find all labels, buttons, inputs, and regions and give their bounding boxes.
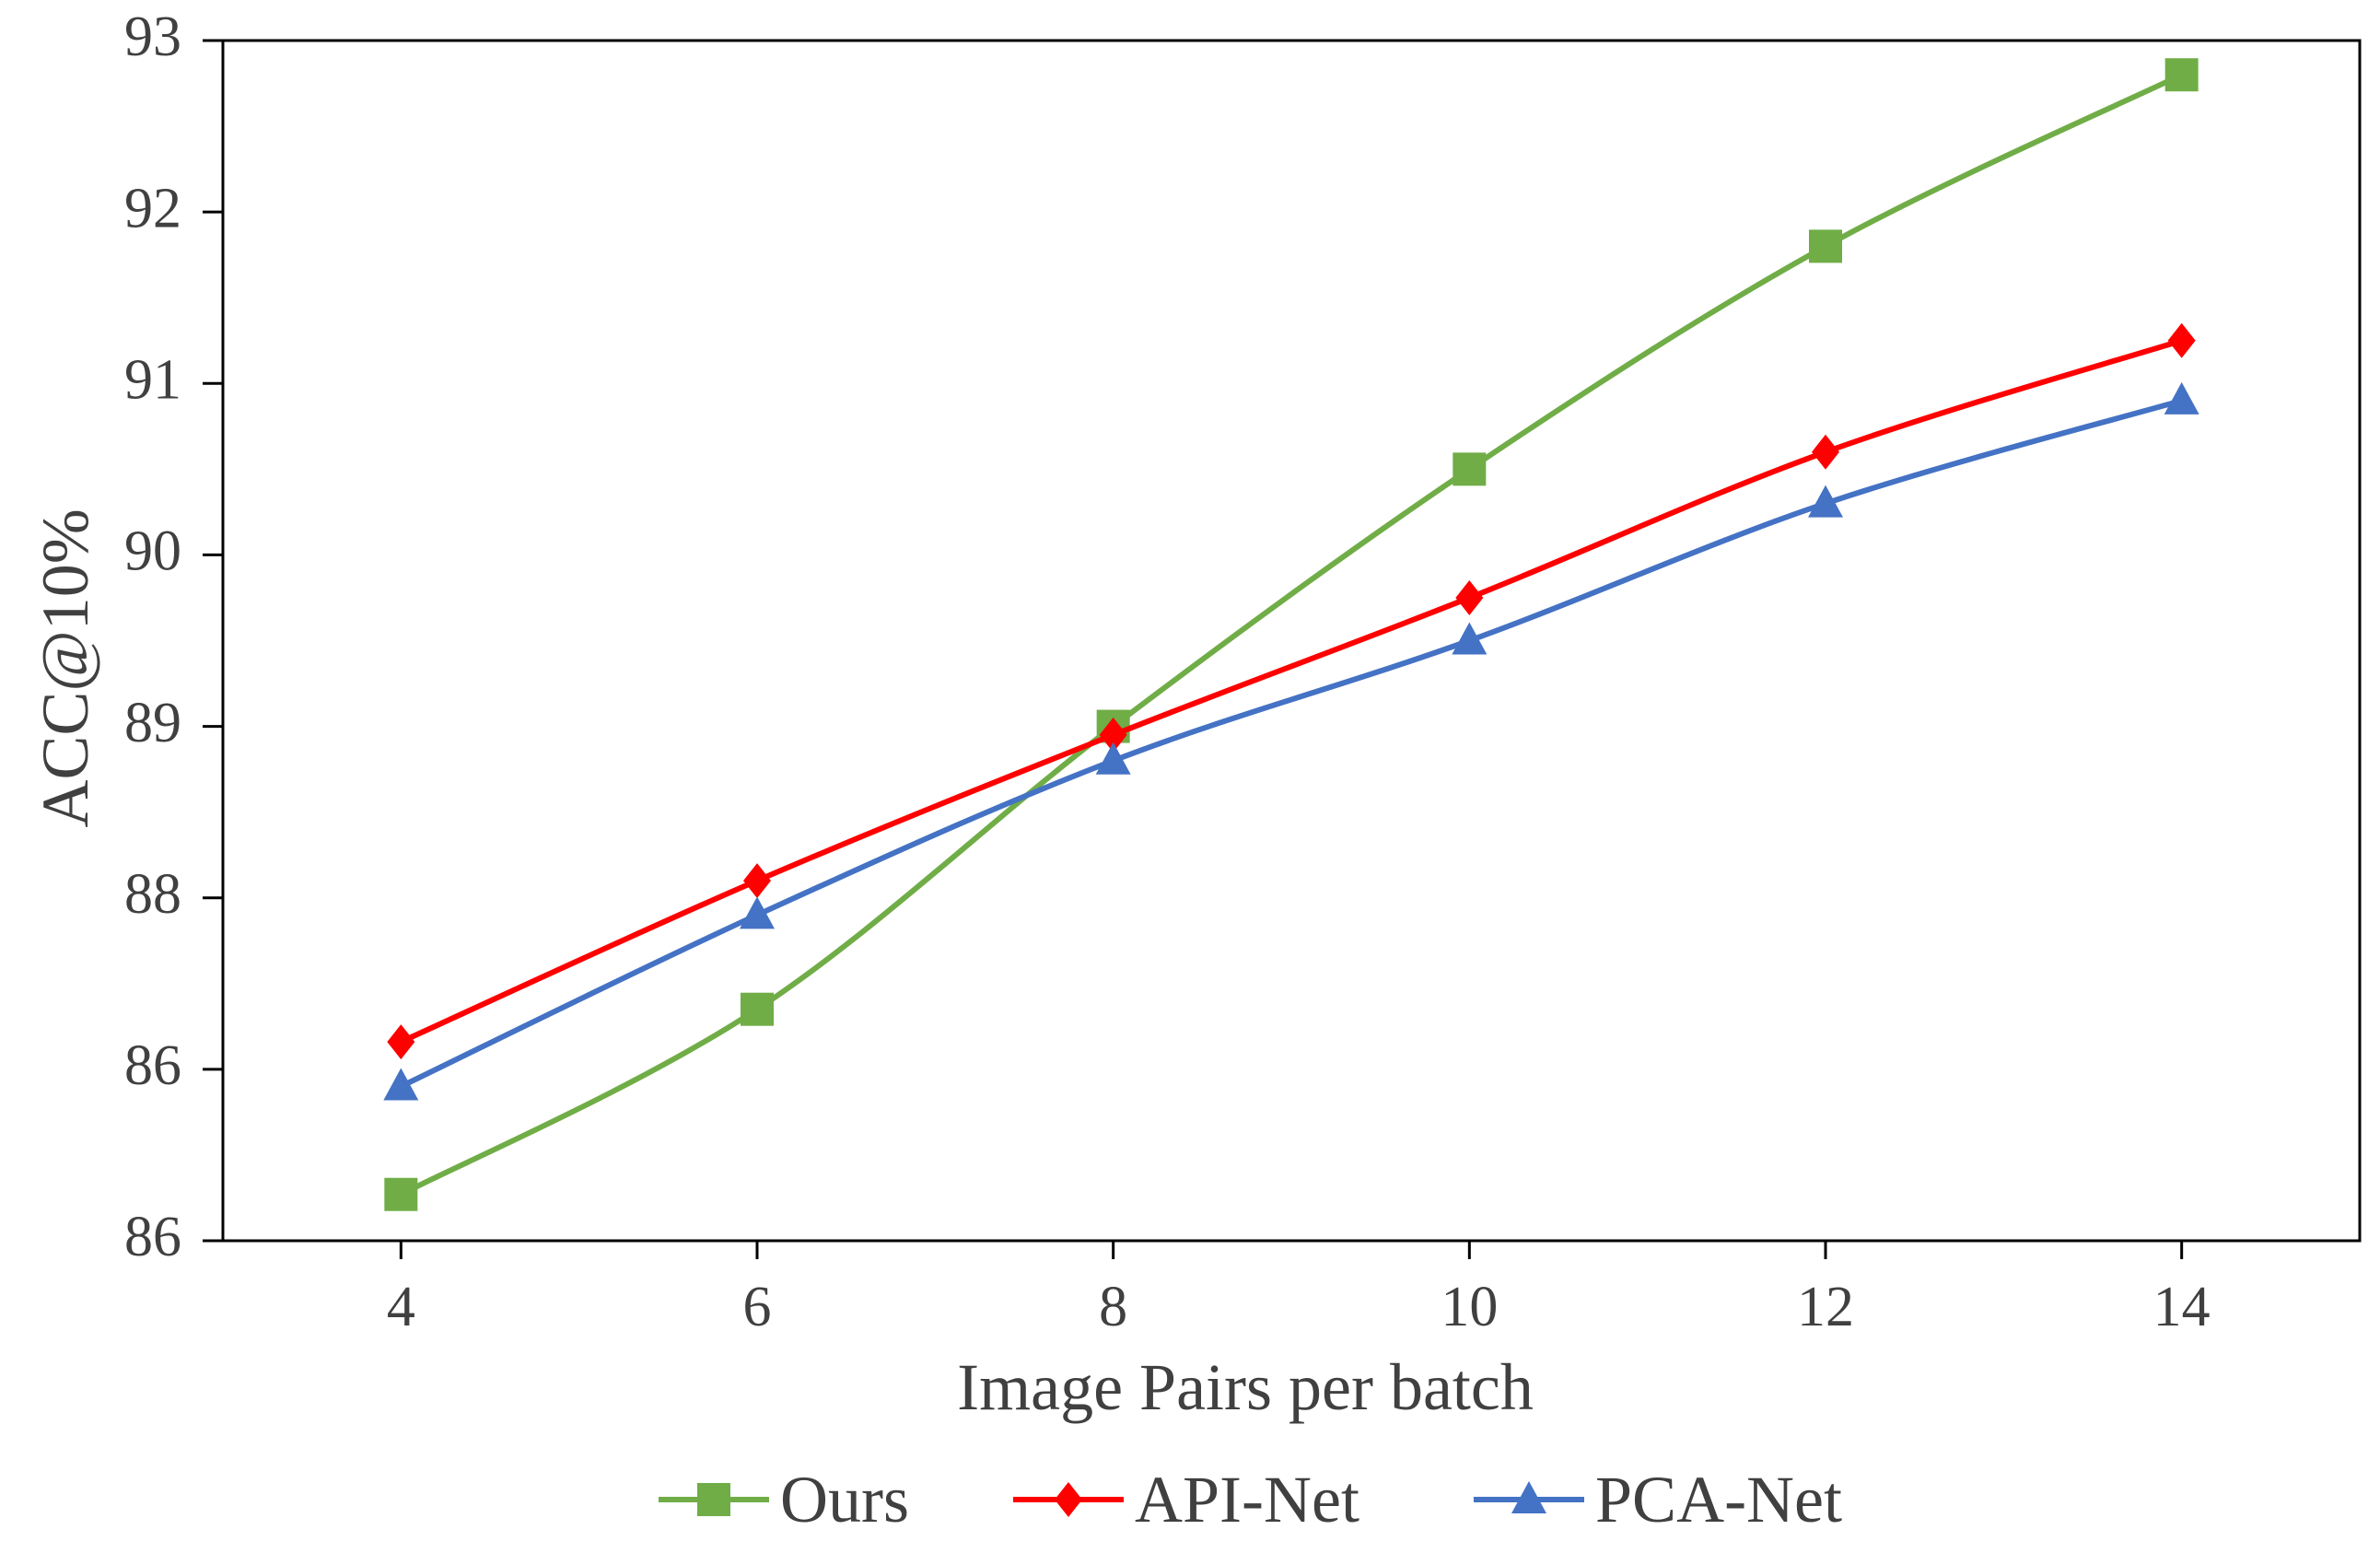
data-point [2164, 381, 2199, 415]
series-layer [383, 58, 2199, 1211]
y-tick-label: 88 [124, 863, 181, 926]
axes [221, 39, 2362, 1243]
y-tick-label: 89 [124, 692, 181, 754]
series-line [400, 337, 2183, 1045]
legend-item-pca-net: PCA-Net [1474, 1463, 1842, 1536]
y-tick-label: 86 [124, 1034, 181, 1097]
legend-label: API-Net [1135, 1463, 1359, 1536]
x-axis-title: Image Pairs per batch [957, 1350, 1534, 1424]
data-point [1455, 579, 1484, 615]
x-tick-label: 12 [1797, 1276, 1854, 1338]
data-point [1095, 741, 1131, 775]
data-point [1452, 452, 1487, 486]
legend-item-ours: Ours [659, 1463, 909, 1536]
data-point [1452, 622, 1488, 655]
x-tick-label: 8 [1099, 1276, 1127, 1338]
plot-frame [221, 39, 2362, 1243]
data-point [1812, 434, 1839, 470]
series-pca-net [383, 381, 2199, 1101]
x-tick-label: 6 [743, 1276, 772, 1338]
legend: Ours API-Net PCA-Net [659, 1463, 1842, 1536]
x-tick-label: 10 [1441, 1276, 1498, 1338]
data-point [741, 992, 774, 1026]
y-tick-label: 93 [124, 6, 181, 68]
y-tick-label: 91 [124, 349, 181, 412]
x-tick-label: 14 [2153, 1276, 2211, 1338]
legend-marker [1055, 1482, 1082, 1517]
series-api-net [387, 322, 2196, 1060]
data-point [2164, 58, 2199, 92]
y-tick-label: 90 [124, 520, 181, 583]
legend-item-api-net: API-Net [1013, 1463, 1359, 1536]
series-line [400, 398, 2183, 1090]
data-point [743, 863, 771, 899]
data-point [740, 896, 775, 929]
x-tick-label: 4 [387, 1276, 415, 1338]
data-point [1099, 717, 1127, 753]
data-point [1808, 485, 1843, 518]
data-point [1809, 229, 1842, 263]
legend-marker [1511, 1481, 1546, 1513]
y-axis-title: ACC@10% [29, 508, 102, 827]
y-tick-label: 92 [124, 177, 181, 239]
legend-marker [697, 1483, 730, 1516]
series-line [399, 72, 2183, 1197]
data-point [383, 1068, 419, 1101]
data-point [387, 1024, 415, 1060]
data-point [2167, 322, 2196, 358]
legend-label: Ours [780, 1463, 909, 1536]
data-point [384, 1177, 418, 1211]
y-axis-ticks: 86 86 88 89 90 91 92 93 [124, 6, 223, 1268]
x-axis-ticks: 4 6 8 10 12 14 [387, 1241, 2211, 1338]
y-tick-label: 86 [124, 1206, 181, 1268]
series-ours [384, 58, 2199, 1211]
legend-label: PCA-Net [1595, 1463, 1842, 1536]
